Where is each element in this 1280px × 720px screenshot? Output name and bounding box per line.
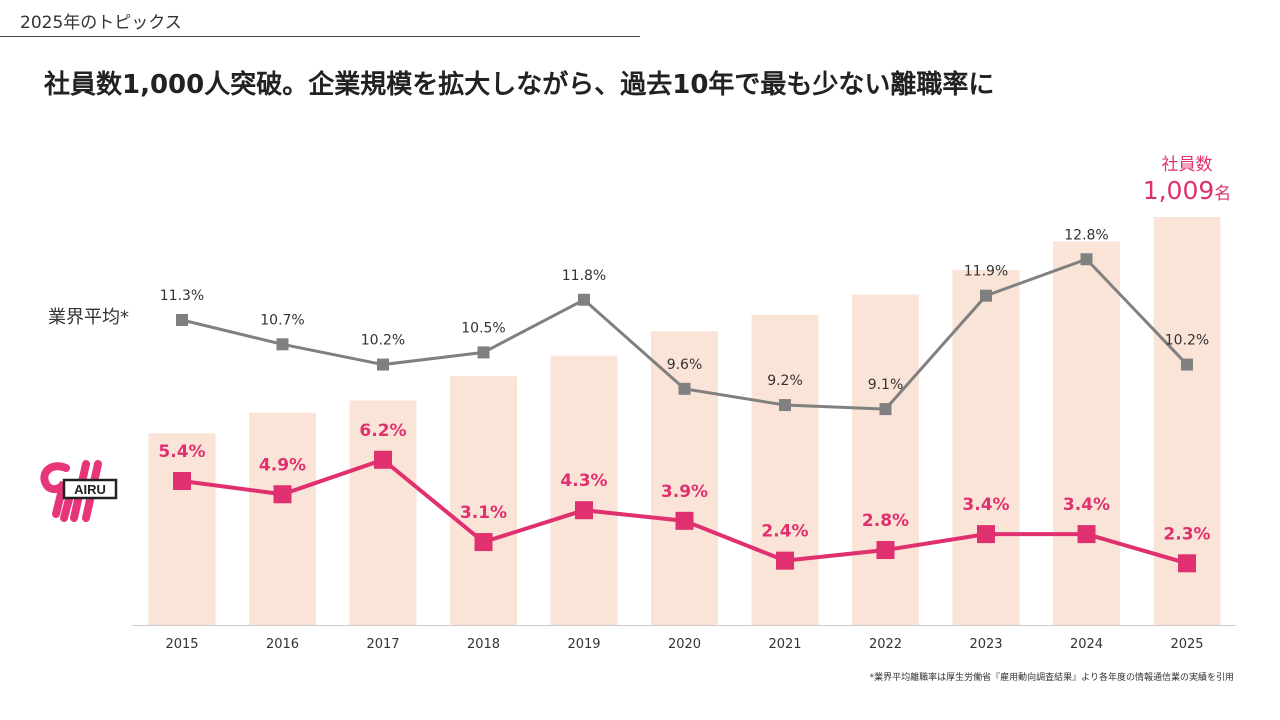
company-point-2019 (575, 501, 593, 520)
industry-series-name: 業界平均* (48, 307, 129, 328)
company-point-2016 (273, 485, 292, 504)
x-tick-label-2019: 2019 (567, 637, 600, 652)
industry-point-2022 (879, 403, 892, 416)
topic-label: 2025年のトピックス (20, 13, 182, 33)
industry-point-2023 (980, 289, 992, 302)
bar-employees-2020 (651, 331, 718, 625)
employee-count-title: 社員数 (1162, 155, 1213, 175)
industry-point-2020 (678, 382, 691, 395)
airu-logo: AIRU (40, 460, 118, 522)
company-label-2018: 3.1% (460, 503, 507, 523)
company-point-2021 (776, 551, 794, 570)
industry-label-2018: 10.5% (461, 320, 505, 336)
industry-label-2016: 10.7% (260, 312, 304, 328)
company-label-2019: 4.3% (560, 471, 607, 491)
company-label-2020: 3.9% (661, 482, 708, 502)
company-label-2022: 2.8% (862, 511, 909, 531)
page-title: 社員数1,000人突破。企業規模を拡大しながら、過去10年で最も少ない離職率に (44, 70, 995, 100)
industry-point-2017 (377, 358, 389, 371)
industry-point-2019 (578, 293, 590, 306)
company-point-2015 (173, 472, 191, 490)
bar-employees-2019 (550, 355, 618, 625)
company-label-2015: 5.4% (158, 442, 205, 462)
company-label-2023: 3.4% (962, 495, 1009, 515)
x-tick-label-2023: 2023 (969, 637, 1002, 652)
company-label-2024: 3.4% (1063, 495, 1110, 515)
bar-employees-2015 (148, 433, 216, 625)
bar-employees-2024 (1053, 241, 1120, 626)
company-point-2017 (374, 450, 392, 469)
company-label-2017: 6.2% (359, 421, 406, 441)
industry-point-2016 (276, 338, 289, 351)
x-tick-label-2016: 2016 (266, 637, 299, 652)
industry-label-2019: 11.8% (562, 268, 606, 284)
x-tick-label-2018: 2018 (467, 637, 500, 652)
bar-employees-2018 (450, 376, 517, 625)
industry-label-2025: 10.2% (1165, 333, 1209, 349)
company-point-2024 (1077, 525, 1096, 544)
industry-label-2020: 9.6% (667, 357, 703, 373)
company-label-2021: 2.4% (761, 522, 808, 542)
company-point-2018 (474, 533, 493, 552)
x-tick-label-2017: 2017 (366, 637, 399, 652)
industry-point-2018 (477, 346, 490, 359)
airu-logo-badge (62, 478, 118, 500)
employee-count-unit: 名 (1214, 184, 1231, 204)
airu-logo-text: AIRU (74, 482, 106, 497)
company-point-2025 (1178, 554, 1196, 573)
company-point-2023 (977, 525, 995, 544)
employee-count-value: 1,009 (1143, 176, 1215, 205)
bar-employees-2022 (852, 294, 919, 625)
x-tick-label-2021: 2021 (768, 637, 801, 652)
x-tick-label-2025: 2025 (1170, 637, 1203, 652)
industry-label-2024: 12.8% (1064, 227, 1108, 243)
source-footnote: *業界平均離職率は厚生労働省『雇用動向調査結果』より各年度の情報通信業の実績を引… (869, 673, 1234, 683)
company-label-2016: 4.9% (259, 455, 306, 475)
industry-label-2023: 11.9% (964, 264, 1008, 280)
x-tick-label-2020: 2020 (668, 637, 701, 652)
industry-point-2015 (176, 314, 188, 326)
bar-employees-2021 (751, 314, 819, 625)
bar-employees-2017 (349, 400, 417, 625)
industry-label-2015: 11.3% (160, 288, 204, 304)
industry-label-2022: 9.1% (868, 377, 904, 393)
industry-point-2025 (1181, 358, 1193, 371)
x-tick-label-2015: 2015 (165, 637, 198, 652)
x-tick-label-2022: 2022 (869, 637, 902, 652)
x-tick-label-2024: 2024 (1070, 637, 1103, 652)
bar-employees-2023 (952, 270, 1020, 625)
industry-label-2021: 9.2% (767, 373, 803, 389)
bar-employees-2016 (249, 412, 316, 625)
industry-label-2017: 10.2% (361, 333, 405, 349)
industry-point-2021 (779, 399, 791, 412)
topic-divider (0, 36, 640, 37)
company-label-2025: 2.3% (1163, 524, 1210, 544)
company-point-2022 (876, 541, 895, 560)
airu-logo-mark (40, 460, 102, 522)
employee-count-label: 1,009名 (1143, 176, 1232, 205)
industry-point-2024 (1080, 253, 1093, 266)
company-point-2020 (675, 511, 694, 530)
